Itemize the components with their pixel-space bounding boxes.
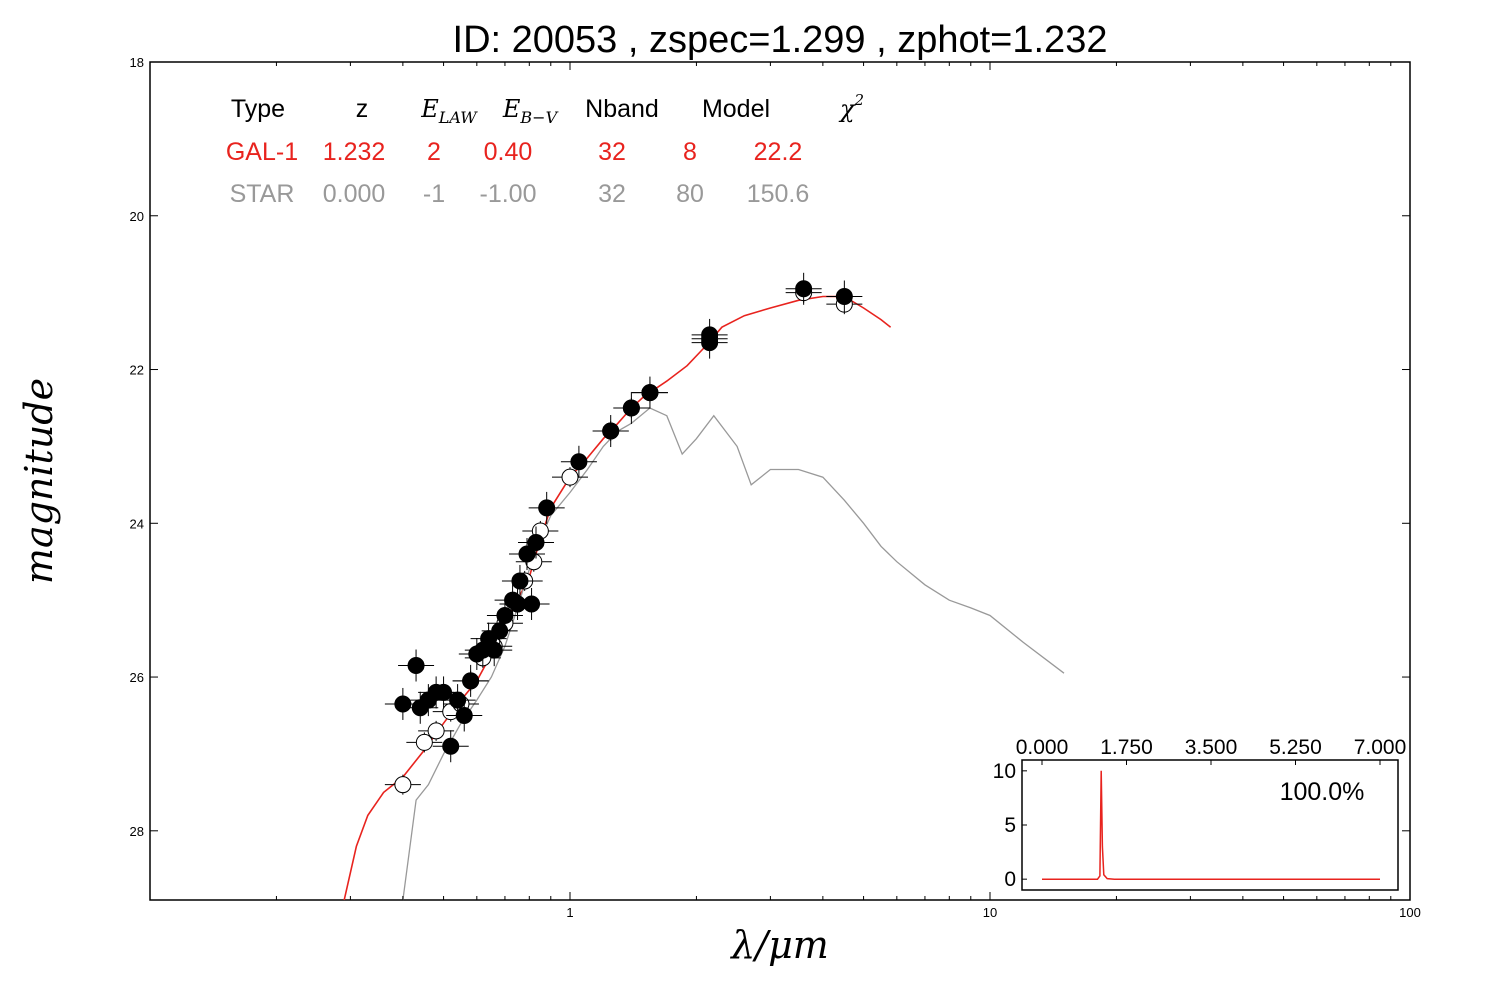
table-cell: -1 — [423, 180, 445, 208]
observed-point — [435, 683, 453, 701]
x-axis-label: λ/μm — [729, 923, 829, 967]
observed-point — [701, 334, 719, 352]
y-tick-label: 18 — [130, 55, 144, 70]
table-cell: STAR — [230, 180, 295, 208]
inset-x-tick-label: 5.250 — [1269, 736, 1322, 759]
table-cell: 1.232 — [323, 138, 386, 166]
chart-title: ID: 20053 , zspec=1.299 , zphot=1.232 — [453, 19, 1108, 61]
observed-point — [394, 695, 412, 713]
y-axis-label: magnitude — [17, 378, 61, 584]
table-cell: 22.2 — [754, 138, 803, 166]
observed-point — [496, 607, 514, 625]
table-header: ELAW — [420, 95, 478, 127]
table-cell: 32 — [598, 180, 626, 208]
photometry-points — [384, 272, 863, 795]
observed-point — [455, 706, 473, 724]
inset-frame — [1021, 759, 1399, 891]
model-point — [415, 733, 433, 751]
model-point — [561, 468, 579, 486]
fit-table: Type z ELAW EB−V Nband Model χ2 GAL-1 1.232 2 0.40… — [226, 91, 864, 208]
observed-point — [570, 453, 588, 471]
x-ticks: 1 10 100 — [275, 62, 1421, 920]
observed-point — [407, 657, 425, 675]
table-header: EB−V — [502, 95, 559, 127]
inset-x-tick-label: 3.500 — [1185, 736, 1238, 759]
inset-x-tick-label: 7.000 — [1354, 736, 1407, 759]
observed-point — [527, 534, 545, 552]
table-header: Nband — [585, 95, 659, 123]
observed-point — [491, 622, 509, 640]
observed-point — [538, 499, 556, 517]
table-cell: 32 — [598, 138, 626, 166]
galaxy-template-line — [343, 295, 892, 901]
x-tick-label: 10 — [983, 905, 997, 920]
observed-point — [835, 287, 853, 305]
y-tick-label: 28 — [130, 824, 144, 839]
table-cell: 2 — [427, 138, 441, 166]
model-point — [394, 776, 412, 794]
table-cell: 8 — [683, 138, 697, 166]
x-tick-label: 1 — [566, 905, 573, 920]
observed-point — [511, 572, 529, 590]
plot-frame — [149, 61, 1411, 901]
table-cell: 0.40 — [484, 138, 533, 166]
table-cell: GAL-1 — [226, 138, 298, 166]
table-cell: 80 — [676, 180, 704, 208]
table-cell: -1.00 — [480, 180, 537, 208]
table-header: χ2 — [838, 91, 864, 123]
observed-point — [462, 672, 480, 690]
observed-point — [602, 422, 620, 440]
table-cell: 0.000 — [323, 180, 386, 208]
inset-y-tick-label: 5 — [1004, 814, 1016, 837]
y-tick-label: 24 — [130, 516, 144, 531]
pdf-line — [1042, 770, 1380, 880]
observed-point — [485, 641, 503, 659]
observed-point — [622, 399, 640, 417]
x-tick-label: 100 — [1399, 905, 1421, 920]
inset-x-tick-label: 0.000 — [1016, 736, 1069, 759]
observed-point — [518, 545, 536, 563]
observed-point — [795, 280, 813, 298]
y-tick-label: 26 — [130, 670, 144, 685]
table-cell: 150.6 — [747, 180, 810, 208]
galaxy-sed-line — [343, 295, 892, 901]
y-tick-label: 22 — [130, 363, 144, 378]
observed-point — [641, 384, 659, 402]
model-point — [427, 722, 445, 740]
inset-y-tick-label: 10 — [993, 760, 1016, 783]
table-header: Type — [231, 95, 285, 123]
observed-point — [449, 691, 467, 709]
table-header: Model — [702, 95, 770, 123]
observed-point — [442, 737, 460, 755]
star-template-line — [402, 407, 1065, 901]
table-header: z — [356, 95, 369, 123]
inset-y-tick-label: 0 — [1004, 868, 1016, 891]
inset-label: 100.0% — [1280, 778, 1365, 806]
observed-point — [523, 595, 541, 613]
zphot-pdf-inset: 100.0% 0.000 1.750 3.500 5.250 7.000 10 5 0 — [993, 736, 1407, 891]
inset-x-tick-label: 1.750 — [1100, 736, 1153, 759]
star-sed-line — [402, 407, 1065, 901]
y-tick-label: 20 — [130, 209, 144, 224]
